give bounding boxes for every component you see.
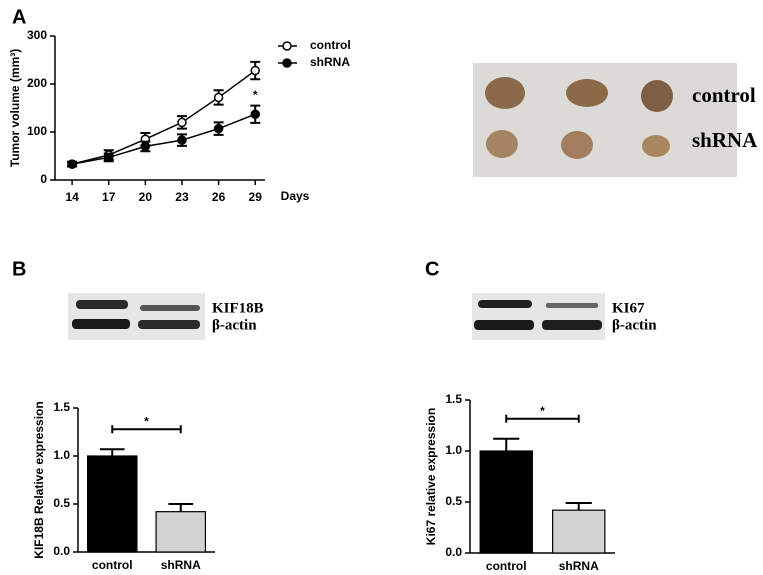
y-tick-label: 1.0 [53, 448, 70, 462]
tumor [566, 79, 608, 107]
y-tick-label: 0 [40, 172, 47, 186]
point [140, 141, 151, 152]
point [177, 135, 187, 145]
line [71, 69, 256, 165]
tumor [642, 135, 670, 157]
significance-bracket [111, 425, 182, 434]
bar [479, 450, 533, 554]
point [250, 65, 260, 76]
annotation: * [253, 88, 258, 102]
legend-label: control [310, 38, 351, 52]
error-bar [99, 448, 125, 456]
y-axis-label: Ki67 relative expression [424, 408, 438, 545]
panel-letter: B [12, 258, 26, 280]
blot-label: β-actin [612, 317, 657, 333]
tumor [641, 80, 673, 112]
x-tick-label: 26 [212, 190, 226, 204]
panel-letter: C [425, 258, 439, 280]
legend-marker [282, 41, 292, 51]
x-tick-label: 29 [249, 190, 263, 204]
x-axis-label: Days [281, 189, 310, 203]
y-tick-label: 0.0 [445, 545, 462, 559]
bar [86, 455, 138, 553]
photo-label: control [692, 83, 756, 107]
photo-label: shRNA [692, 128, 758, 152]
significance-bracket [505, 414, 580, 423]
point [213, 92, 224, 103]
blot-label: β-actin [212, 317, 257, 333]
x-tick-label: shRNA [559, 559, 599, 573]
significance-label: * [540, 404, 545, 418]
tumor [561, 131, 593, 159]
blot-c [472, 293, 605, 340]
y-tick-label: 100 [27, 124, 47, 138]
y-tick-label: 0.0 [53, 544, 70, 558]
point [177, 117, 187, 128]
y-axis-label: Tumor volume (mm³) [8, 49, 22, 167]
point [67, 159, 77, 169]
error-bar [168, 503, 194, 512]
y-tick-label: 1.5 [445, 392, 462, 406]
point [103, 152, 114, 163]
error-bar [493, 437, 520, 451]
blot-b [68, 293, 205, 340]
x-tick-label: 17 [102, 190, 116, 204]
y-tick-label: 1.0 [445, 443, 462, 457]
significance-label: * [144, 414, 149, 428]
error-bar [565, 502, 592, 511]
blot-label: KIF18B [212, 300, 264, 316]
y-tick-label: 0.5 [445, 494, 462, 508]
tumor-photo: control shRNA [473, 63, 758, 177]
y-tick-label: 1.5 [53, 400, 70, 414]
x-tick-label: 23 [175, 190, 189, 204]
legend-marker [282, 58, 292, 68]
panel-letter: A [12, 6, 26, 28]
x-tick-label: 20 [139, 190, 153, 204]
x-tick-label: 14 [65, 190, 79, 204]
blot-label: KI67 [612, 300, 645, 316]
x-tick-label: control [92, 558, 133, 572]
y-tick-label: 200 [27, 76, 47, 90]
tumor [486, 130, 518, 158]
line [71, 113, 256, 165]
tumor [485, 77, 525, 109]
point [213, 123, 224, 134]
y-tick-label: 0.5 [53, 496, 70, 510]
y-axis-label: KIF18B Relative expression [32, 401, 46, 558]
bar [552, 509, 606, 554]
x-tick-label: control [486, 559, 527, 573]
legend-label: shRNA [310, 55, 350, 69]
point [250, 109, 260, 119]
bar [155, 511, 207, 553]
x-tick-label: shRNA [161, 558, 201, 572]
y-tick-label: 300 [27, 28, 47, 42]
